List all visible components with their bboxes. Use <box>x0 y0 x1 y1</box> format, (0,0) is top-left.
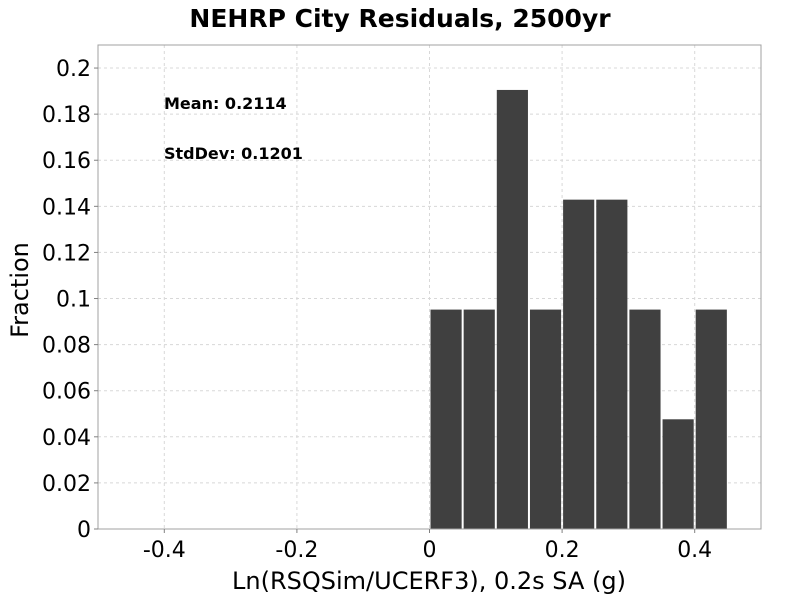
y-tick-label: 0.12 <box>42 241 91 266</box>
histogram-bar <box>695 309 727 529</box>
y-axis-ticks: 0 0.02 0.04 0.06 0.08 0.1 0.12 0.14 0.16 0.18 0.2 <box>42 57 98 543</box>
x-axis-ticks: -0.4 -0.2 0 0.2 0.4 <box>143 529 712 563</box>
stddev-annotation: StdDev: 0.1201 <box>164 144 303 163</box>
histogram-bar <box>662 419 694 529</box>
histogram-bar <box>463 309 495 529</box>
histogram-bars <box>430 89 727 529</box>
y-tick-label: 0.06 <box>42 380 91 405</box>
y-tick-label: 0.08 <box>42 334 91 359</box>
y-tick-label: 0.2 <box>56 57 91 82</box>
x-tick-label: -0.4 <box>143 538 186 563</box>
x-tick-label: 0 <box>423 538 437 563</box>
grid-lines <box>98 45 761 530</box>
y-tick-label: 0 <box>77 518 91 543</box>
x-tick-label: 0.2 <box>545 538 580 563</box>
histogram-bar <box>529 309 562 529</box>
y-tick-label: 0.18 <box>42 103 91 128</box>
y-tick-label: 0.02 <box>42 472 91 497</box>
x-tick-label: -0.2 <box>275 538 318 563</box>
y-tick-label: 0.14 <box>42 195 91 220</box>
histogram-bar <box>563 199 595 529</box>
x-axis-label: Ln(RSQSim/UCERF3), 0.2s SA (g) <box>232 567 626 595</box>
y-tick-label: 0.16 <box>42 149 91 174</box>
histogram-bar <box>496 89 528 529</box>
y-axis-label: Fraction <box>6 242 34 338</box>
histogram-bar <box>596 199 628 529</box>
chart-title: NEHRP City Residuals, 2500yr <box>189 4 611 33</box>
y-tick-label: 0.1 <box>56 288 91 313</box>
histogram-bar <box>629 309 661 529</box>
y-tick-label: 0.04 <box>42 426 91 451</box>
mean-annotation: Mean: 0.2114 <box>164 94 287 113</box>
x-tick-label: 0.4 <box>677 538 712 563</box>
histogram-bar <box>430 309 462 529</box>
